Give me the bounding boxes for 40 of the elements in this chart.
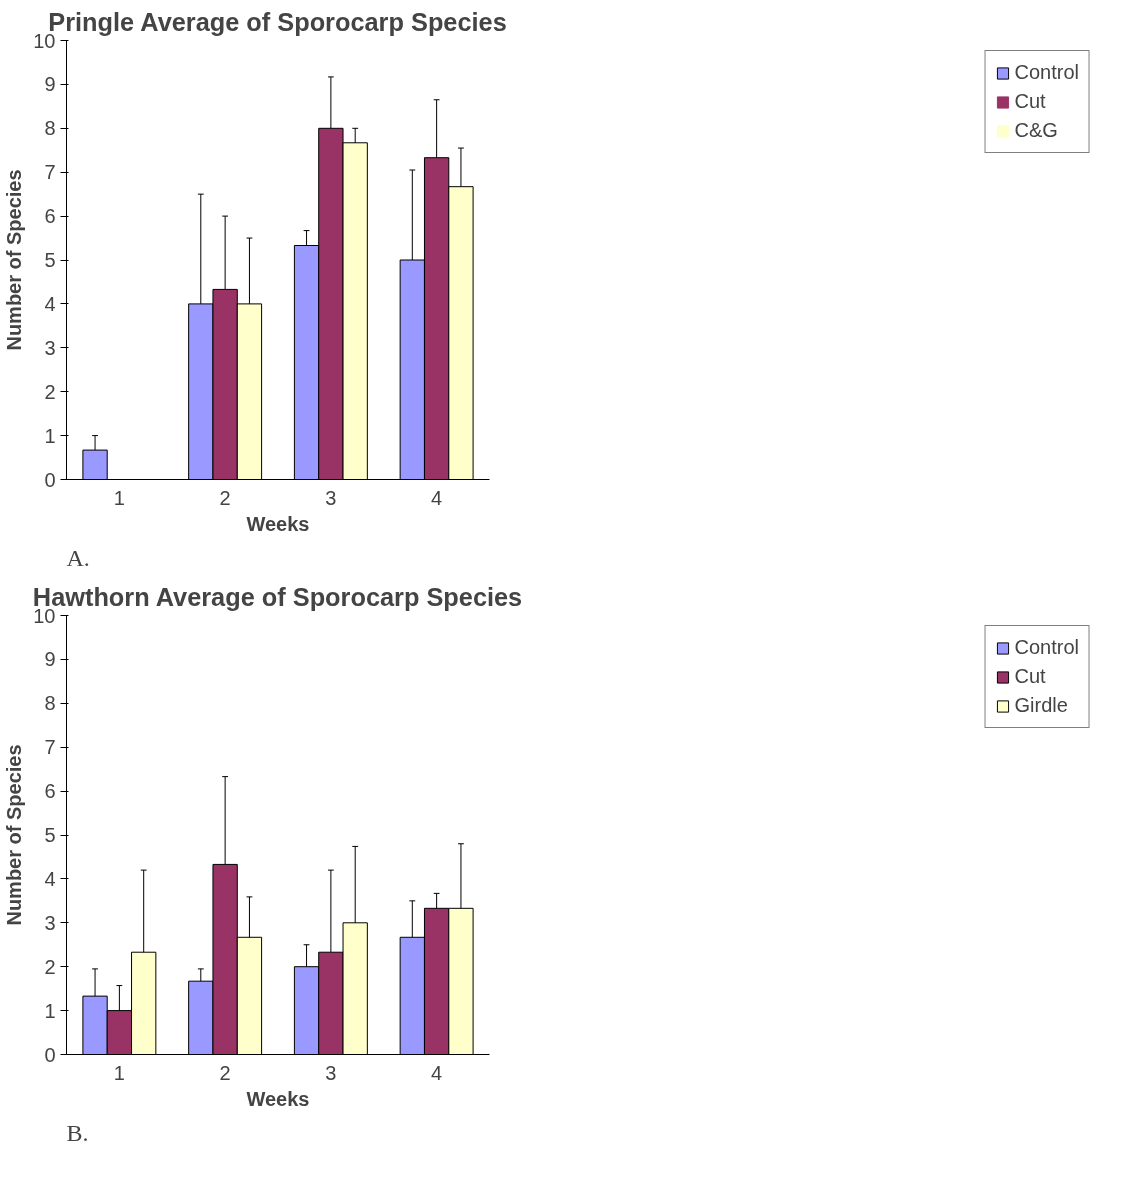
y-tick-label: 4 [44, 867, 56, 890]
y-tick-label: 1 [44, 424, 56, 447]
x-tick-label: 4 [431, 1061, 443, 1084]
x-tick-label: 1 [113, 486, 125, 509]
y-tick-label: 9 [44, 648, 56, 671]
y-tick-label: 6 [44, 780, 56, 803]
x-tick-label: 2 [219, 486, 231, 509]
y-axis-title: Number of Species [3, 744, 26, 926]
y-tick-label: 1 [44, 999, 56, 1022]
y-tick-label: 2 [44, 955, 56, 978]
legend-label: Control [1014, 636, 1079, 659]
x-tick-label: 3 [325, 486, 337, 509]
text: B. [66, 1119, 89, 1146]
y-tick-label: 8 [44, 692, 56, 715]
y-tick-label: 7 [44, 736, 56, 759]
y-tick-label: 2 [44, 380, 56, 403]
y-tick-label: 3 [44, 336, 56, 359]
x-tick-label: 3 [325, 1061, 337, 1084]
y-tick-label: 7 [44, 161, 56, 184]
legend-label: Cut [1014, 90, 1046, 113]
x-axis-title: Weeks [246, 1087, 310, 1110]
y-tick-label: 4 [44, 292, 56, 315]
y-tick-label: 5 [44, 824, 56, 846]
y-tick-label: 8 [44, 117, 56, 140]
x-tick-label: 1 [113, 1061, 125, 1084]
y-axis-title: Number of Species [3, 169, 26, 351]
y-tick-label: 9 [44, 73, 56, 96]
legend-label: Girdle [1014, 694, 1068, 717]
text: A. [66, 544, 90, 571]
y-tick-label: 0 [44, 1043, 56, 1066]
x-tick-label: 2 [219, 1061, 231, 1084]
legend-label: C&G [1014, 119, 1058, 142]
legend-label: Cut [1014, 665, 1046, 688]
y-tick-label: 5 [44, 249, 56, 271]
y-tick-label: 6 [44, 205, 56, 228]
x-tick-label: 4 [431, 486, 443, 509]
x-axis-title: Weeks [246, 512, 310, 535]
legend-label: Control [1014, 61, 1079, 84]
y-tick-label: 3 [44, 911, 56, 934]
y-tick-label: 0 [44, 468, 56, 491]
